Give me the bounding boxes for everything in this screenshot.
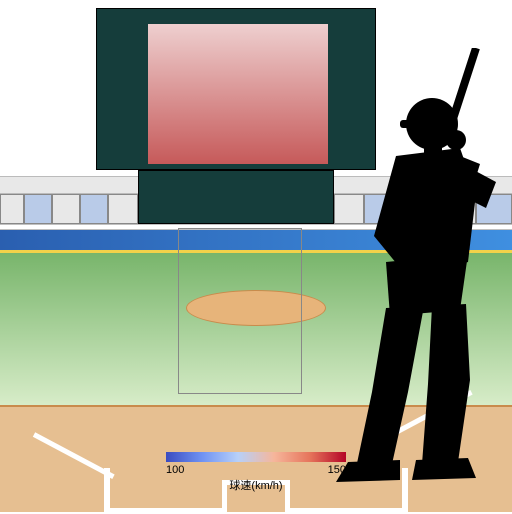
scene: 100 150 球速(km/h) — [0, 0, 512, 512]
batter-silhouette — [300, 48, 512, 498]
stand-segment — [108, 194, 138, 224]
legend-tick-min: 100 — [166, 464, 184, 476]
stand-segment — [52, 194, 80, 224]
stand-segment — [24, 194, 52, 224]
chalk-line — [288, 508, 408, 514]
stand-segment — [0, 194, 24, 224]
chalk-line — [104, 468, 110, 512]
chalk-line — [104, 508, 224, 514]
stand-segment — [80, 194, 108, 224]
strike-zone — [178, 228, 302, 394]
